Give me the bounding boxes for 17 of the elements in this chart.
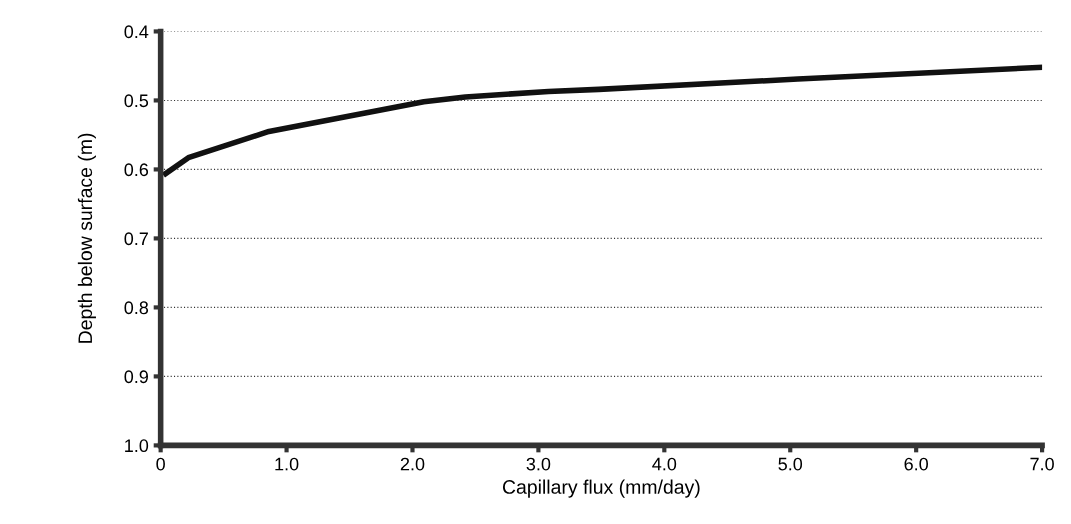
- y-tick-label: 0.7: [124, 232, 148, 246]
- y-tick-label: 1.0: [125, 439, 149, 453]
- y-axis-title: Depth below surface (m): [77, 133, 96, 343]
- y-tick-label: 0.4: [124, 25, 149, 39]
- y-tick-label: 0.9: [124, 370, 148, 384]
- y-tick-label: 0.5: [124, 94, 149, 108]
- x-tick-label: 3.0: [526, 457, 551, 471]
- x-tick-label: 1.0: [275, 457, 299, 471]
- y-tick-label: 0.8: [124, 301, 149, 315]
- x-tick-label: 0: [156, 457, 165, 471]
- x-tick-label: 6.0: [904, 457, 929, 471]
- x-tick-label: 7.0: [1030, 457, 1054, 471]
- x-tick-label: 4.0: [652, 457, 677, 471]
- x-tick-label: 5.0: [778, 457, 803, 471]
- y-tick-label: 0.6: [124, 163, 149, 177]
- x-axis-title: Capillary flux (mm/day): [502, 479, 700, 498]
- x-tick-label: 2.0: [400, 457, 425, 471]
